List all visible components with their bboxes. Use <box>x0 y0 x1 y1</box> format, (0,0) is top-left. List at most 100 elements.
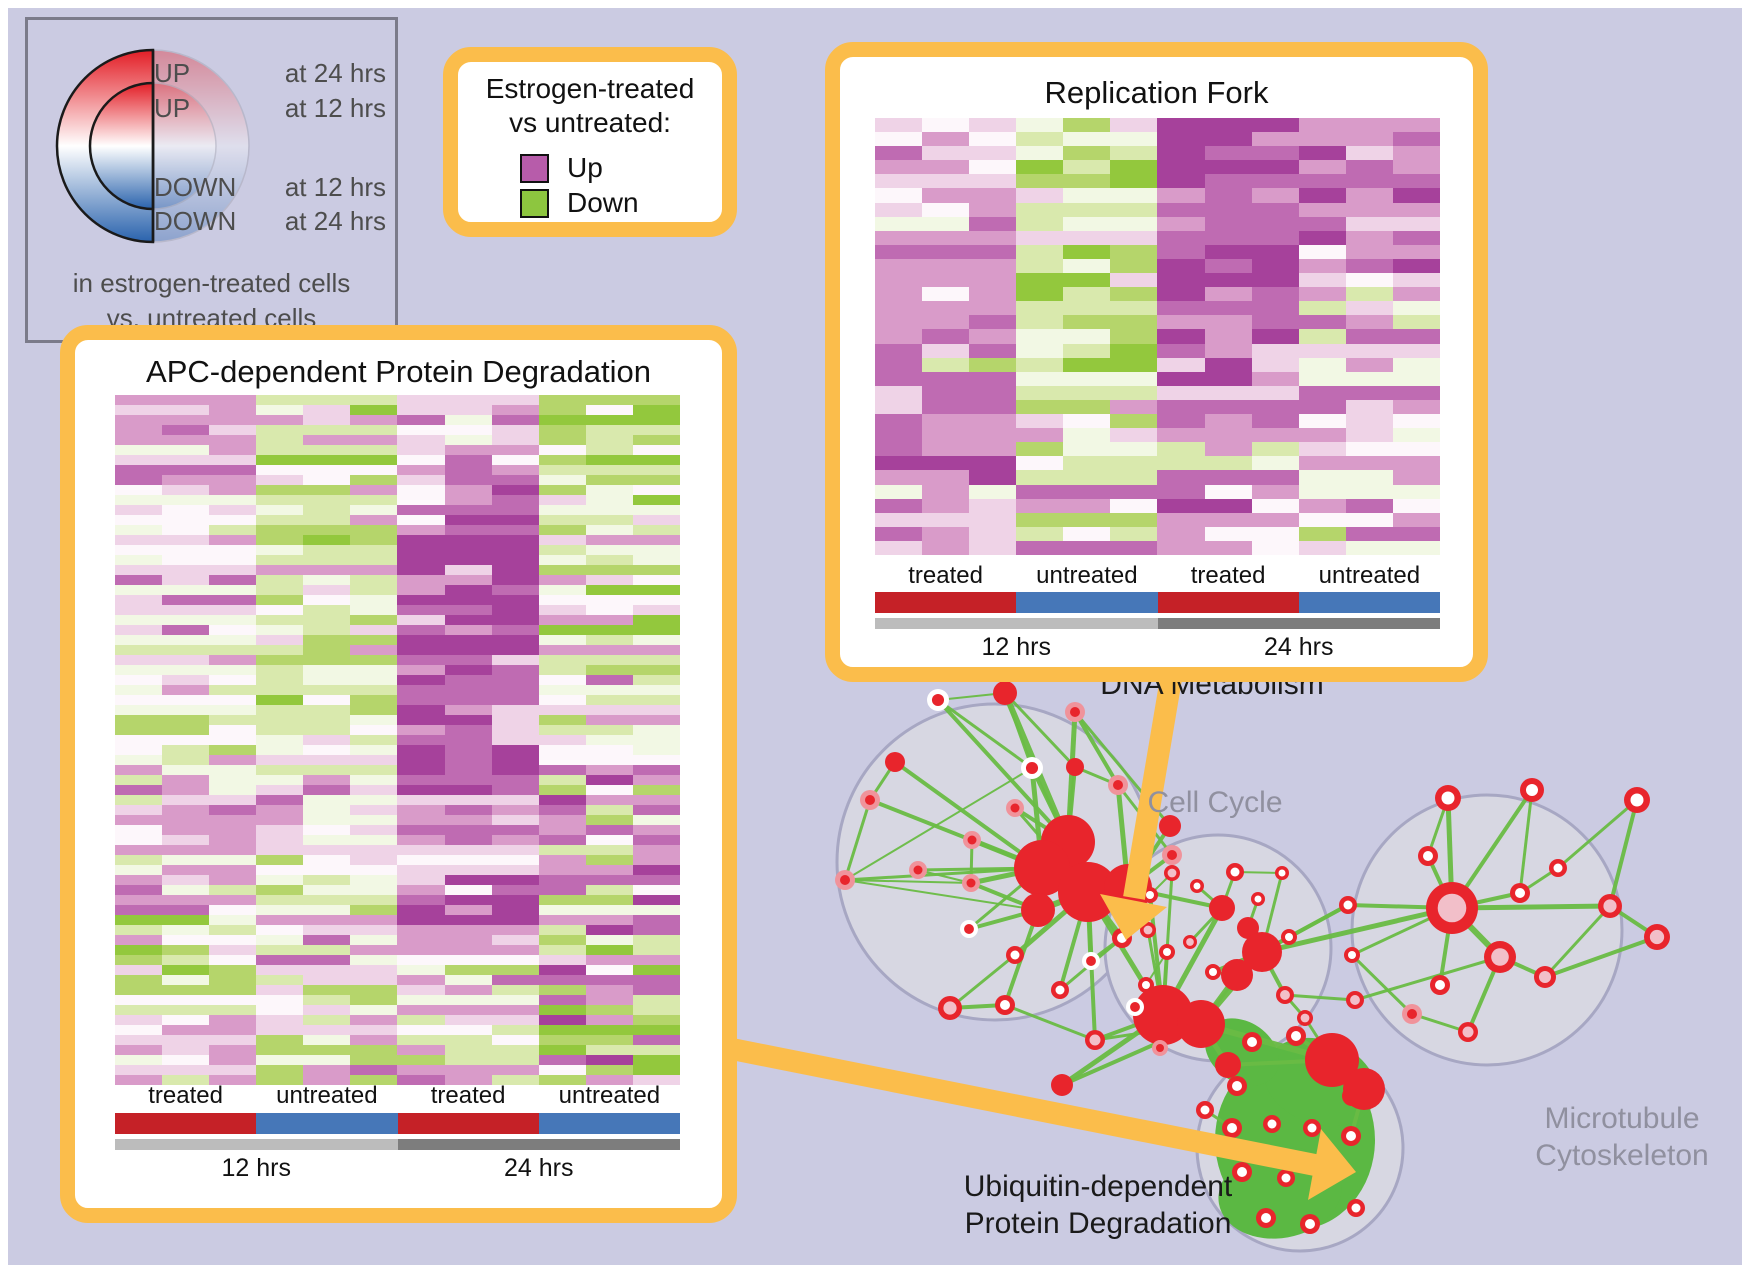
heatmap-cell <box>585 1005 633 1015</box>
heatmap-cell <box>115 1035 163 1045</box>
heatmap-cell <box>1298 244 1346 259</box>
heatmap-cell <box>632 965 680 975</box>
heatmap-cell <box>1110 343 1158 358</box>
network-node-core <box>1437 893 1467 923</box>
network-node-core <box>1200 1105 1210 1115</box>
heatmap-cell <box>303 655 351 665</box>
heatmap-cell <box>969 484 1017 499</box>
heatmap-cell <box>303 695 351 705</box>
heatmap-cell <box>1016 216 1064 231</box>
heatmap-cell <box>1298 357 1346 372</box>
heatmap-cell <box>1345 258 1393 274</box>
heatmap-cell <box>1251 146 1299 161</box>
heatmap-apc <box>115 395 680 1085</box>
heatmap-cell <box>350 785 398 795</box>
heatmap-cell <box>115 435 163 445</box>
heatmap-cell <box>491 1065 539 1075</box>
heatmap-cell <box>397 785 445 795</box>
heatmap-cell <box>1204 258 1252 274</box>
heatmap-cell <box>350 995 398 1005</box>
network-node-core <box>1285 933 1293 941</box>
heatmap-cell <box>115 805 163 815</box>
heatmap-cell <box>397 415 445 425</box>
heatmap-cell <box>1157 329 1205 344</box>
heatmap-cell <box>538 445 586 455</box>
heatmap-cell <box>1016 273 1064 288</box>
heatmap-cell <box>256 1015 304 1025</box>
heatmap-cell <box>162 625 210 635</box>
heatmap-cell <box>491 785 539 795</box>
heatmap-cell <box>256 605 304 615</box>
heatmap-cell <box>303 515 351 525</box>
heatmap-cell <box>444 785 492 795</box>
network-edge <box>936 698 1070 844</box>
heatmap-cell <box>1063 371 1111 386</box>
heatmap-cell <box>209 935 257 945</box>
heatmap-cell <box>444 415 492 425</box>
heatmap-cell <box>538 865 586 875</box>
heatmap-cell <box>350 675 398 685</box>
heatmap-cell <box>303 775 351 785</box>
heatmap-cell <box>1157 357 1205 372</box>
heatmap-cell <box>632 865 680 875</box>
heatmap-cell <box>1063 244 1111 259</box>
heatmap-cell <box>162 795 210 805</box>
heatmap-cell <box>397 735 445 745</box>
heatmap-cell <box>585 615 633 625</box>
heatmap-cell <box>209 945 257 955</box>
heatmap-cell <box>256 865 304 875</box>
heatmap-cell <box>1345 230 1393 245</box>
heatmap-cell <box>1110 470 1158 485</box>
heatmap-cell <box>969 132 1017 147</box>
heatmap-cell <box>1157 146 1205 161</box>
heatmap-cell <box>115 535 163 545</box>
heatmap-cell <box>444 445 492 455</box>
heatmap-cell <box>1063 456 1111 471</box>
heatmap-cell <box>585 1045 633 1055</box>
heatmap-cell <box>632 885 680 895</box>
heatmap-cell <box>1110 385 1158 400</box>
heatmap-cell <box>1110 484 1158 499</box>
heatmap-cell <box>350 1025 398 1035</box>
heatmap-cell <box>922 470 970 485</box>
network-node-core <box>1130 1002 1140 1012</box>
heatmap-cell <box>303 455 351 465</box>
heatmap-cell <box>969 230 1017 245</box>
heatmap-cell <box>256 545 304 555</box>
heatmap-cell <box>444 815 492 825</box>
heatmap-cell <box>632 775 680 785</box>
heatmap-cell <box>922 357 970 372</box>
heatmap-cell <box>1204 301 1252 316</box>
network-node-core <box>1435 980 1445 990</box>
heatmap-cell <box>209 565 257 575</box>
heatmap-cell <box>1345 498 1393 513</box>
network-node-core <box>1113 780 1123 790</box>
heatmap-cell <box>162 615 210 625</box>
heatmap-cell <box>303 965 351 975</box>
network-node-core <box>1167 850 1177 860</box>
heatmap-cell <box>162 995 210 1005</box>
heatmap-cell <box>875 273 923 288</box>
heatmap-cell <box>1298 258 1346 274</box>
heatmap-cell <box>1157 301 1205 316</box>
heatmap-cell <box>491 595 539 605</box>
heatmap-cell <box>491 875 539 885</box>
heatmap-cell <box>632 765 680 775</box>
heatmap-cell <box>969 258 1017 274</box>
heatmap-cell <box>350 1005 398 1015</box>
network-node-core <box>865 795 875 805</box>
heatmap-cell <box>256 635 304 645</box>
ring-legend-down12-label: DOWN <box>154 172 237 202</box>
heatmap-cell <box>585 405 633 415</box>
heatmap-cell <box>632 855 680 865</box>
heatmap-cell <box>1345 146 1393 161</box>
group-label: treated <box>908 562 983 589</box>
heatmap-cell <box>397 465 445 475</box>
heatmap-cell <box>1110 329 1158 344</box>
network-node-core <box>1350 995 1360 1005</box>
heatmap-cell <box>397 1045 445 1055</box>
heatmap-cell <box>1063 146 1111 161</box>
heatmap-cell <box>350 525 398 535</box>
heatmap-cell <box>256 455 304 465</box>
heatmap-cell <box>444 605 492 615</box>
